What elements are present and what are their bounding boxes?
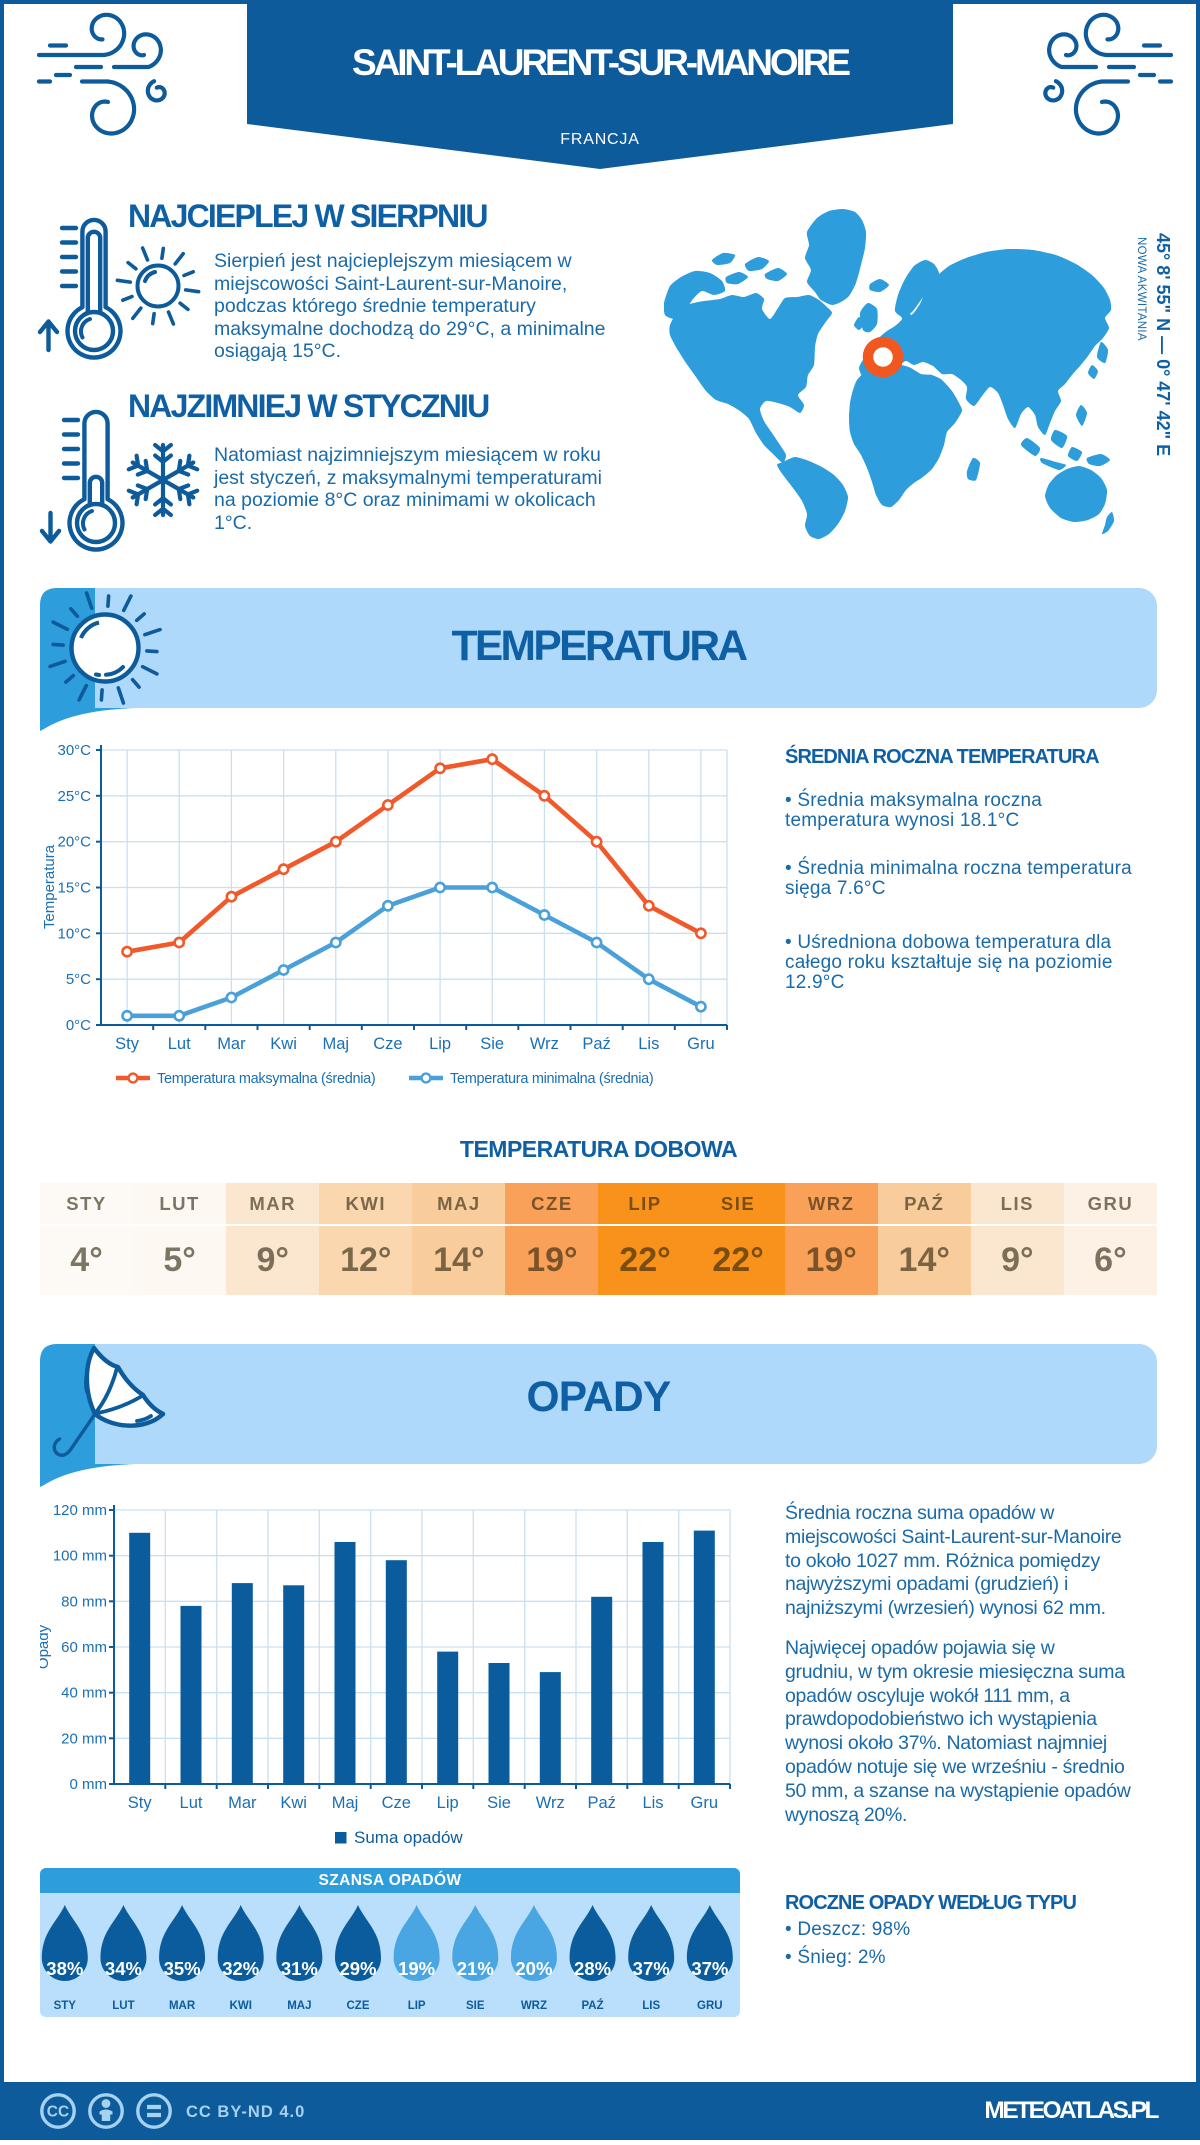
svg-text:GRU: GRU <box>697 2000 723 2012</box>
svg-text:0°C: 0°C <box>66 1017 91 1034</box>
svg-text:Lip: Lip <box>437 1794 459 1812</box>
svg-text:CC: CC <box>47 2104 69 2121</box>
svg-text:21%: 21% <box>457 1958 494 1979</box>
svg-text:Lut: Lut <box>180 1794 203 1812</box>
svg-text:Paź: Paź <box>587 1794 615 1812</box>
svg-text:Mar: Mar <box>217 1035 246 1053</box>
svg-text:5°C: 5°C <box>66 971 91 988</box>
svg-text:Sty: Sty <box>128 1794 153 1812</box>
svg-text:STY: STY <box>54 2000 77 2012</box>
svg-text:Wrz: Wrz <box>530 1035 559 1053</box>
svg-text:29%: 29% <box>339 1958 376 1979</box>
svg-text:LIS: LIS <box>642 2000 660 2012</box>
svg-text:120 mm: 120 mm <box>53 1502 107 1519</box>
svg-text:15°C: 15°C <box>57 880 91 897</box>
svg-text:32%: 32% <box>222 1958 259 1979</box>
svg-text:10°C: 10°C <box>57 925 91 942</box>
svg-text:Temperatura: Temperatura <box>41 844 58 929</box>
svg-text:Gru: Gru <box>687 1035 715 1053</box>
svg-text:MAJ: MAJ <box>287 2000 311 2012</box>
svg-text:20°C: 20°C <box>57 834 91 851</box>
svg-text:WRZ: WRZ <box>521 2000 547 2012</box>
svg-text:Lis: Lis <box>642 1794 663 1812</box>
svg-text:Sie: Sie <box>480 1035 504 1053</box>
svg-text:Cze: Cze <box>382 1794 411 1812</box>
svg-text:80 mm: 80 mm <box>61 1593 107 1610</box>
svg-text:SIE: SIE <box>466 2000 485 2012</box>
svg-text:Temperatura maksymalna (średni: Temperatura maksymalna (średnia) <box>157 1071 375 1087</box>
svg-text:28%: 28% <box>574 1958 611 1979</box>
svg-text:MAR: MAR <box>169 2000 196 2012</box>
svg-text:60 mm: 60 mm <box>61 1639 107 1656</box>
svg-text:35%: 35% <box>164 1958 201 1979</box>
svg-text:20%: 20% <box>515 1958 552 1979</box>
svg-text:KWI: KWI <box>230 2000 252 2012</box>
svg-text:34%: 34% <box>105 1958 142 1979</box>
svg-text:20 mm: 20 mm <box>61 1730 107 1747</box>
svg-text:38%: 38% <box>46 1958 83 1979</box>
svg-text:Kwi: Kwi <box>270 1035 297 1053</box>
svg-text:Maj: Maj <box>332 1794 359 1812</box>
svg-text:Sty: Sty <box>115 1035 140 1053</box>
svg-text:Lip: Lip <box>429 1035 451 1053</box>
svg-text:Maj: Maj <box>323 1035 350 1053</box>
svg-text:LIP: LIP <box>408 2000 426 2012</box>
svg-text:0 mm: 0 mm <box>70 1776 108 1793</box>
svg-text:Paź: Paź <box>582 1035 610 1053</box>
svg-text:37%: 37% <box>691 1958 728 1979</box>
svg-text:25°C: 25°C <box>57 788 91 805</box>
svg-text:Lut: Lut <box>168 1035 191 1053</box>
svg-text:PAŹ: PAŹ <box>581 1999 603 2012</box>
svg-text:CC BY-ND 4.0: CC BY-ND 4.0 <box>186 2103 305 2121</box>
svg-text:31%: 31% <box>281 1958 318 1979</box>
svg-text:LUT: LUT <box>112 2000 134 2012</box>
svg-text:40 mm: 40 mm <box>61 1685 107 1702</box>
svg-text:Cze: Cze <box>373 1035 402 1053</box>
svg-text:Kwi: Kwi <box>280 1794 307 1812</box>
svg-text:Lis: Lis <box>638 1035 659 1053</box>
svg-text:Gru: Gru <box>691 1794 719 1812</box>
svg-text:Sie: Sie <box>487 1794 511 1812</box>
svg-text:Wrz: Wrz <box>536 1794 565 1812</box>
svg-text:19%: 19% <box>398 1958 435 1979</box>
svg-text:Temperatura minimalna (średnia: Temperatura minimalna (średnia) <box>450 1071 653 1087</box>
svg-text:CZE: CZE <box>347 2000 370 2012</box>
svg-text:Suma opadów: Suma opadów <box>354 1828 463 1847</box>
svg-text:37%: 37% <box>633 1958 670 1979</box>
svg-text:30°C: 30°C <box>57 742 91 759</box>
svg-text:100 mm: 100 mm <box>53 1548 107 1565</box>
svg-text:Mar: Mar <box>228 1794 257 1812</box>
svg-text:Opady: Opady <box>40 1624 52 1669</box>
